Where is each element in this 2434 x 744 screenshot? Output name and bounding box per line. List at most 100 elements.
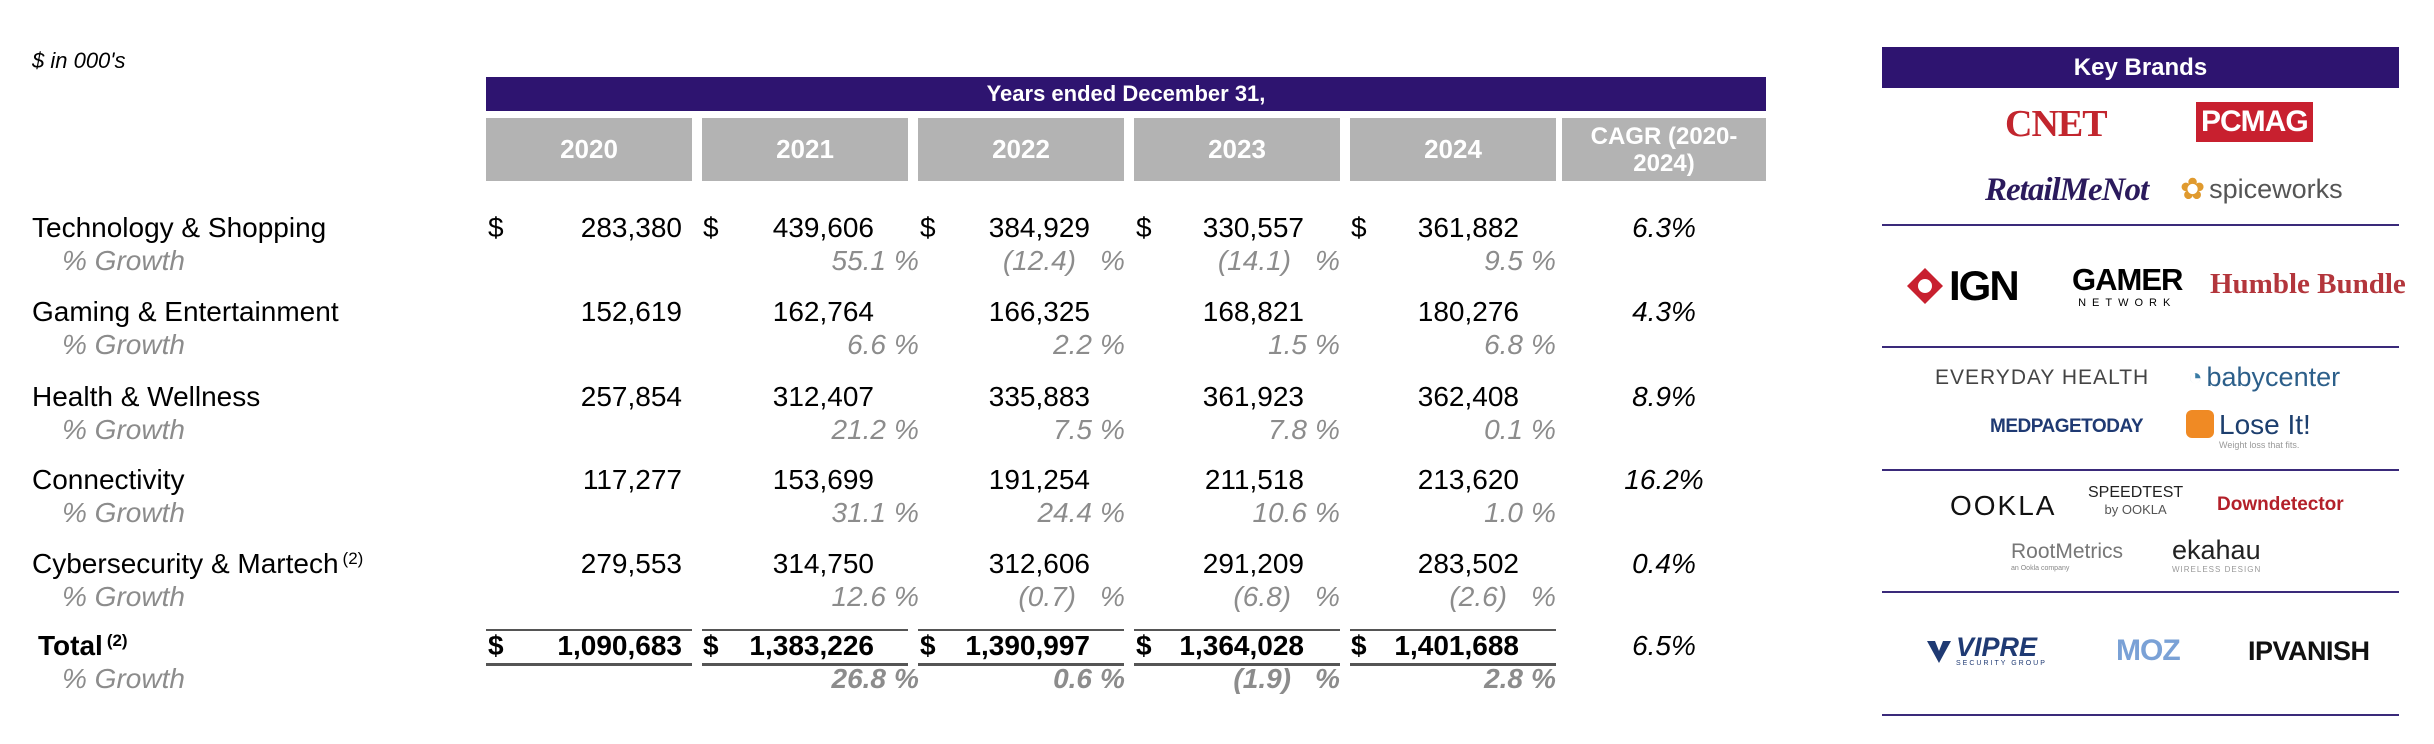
row-label: Total (2) — [38, 630, 128, 662]
loseit-logo: Lose It! Weight loss that fits. — [2186, 410, 2311, 450]
growth-cell: 55.1 — [831, 245, 887, 276]
ekahau-logo: ekahau WIRELESS DESIGN — [2172, 535, 2262, 575]
column-header-2021: 2021 — [702, 118, 908, 181]
value-cell: 361,923 — [1202, 381, 1304, 412]
ign-icon — [1907, 268, 1943, 304]
growth-cell: 7.5 — [1053, 414, 1092, 445]
value-cell: 180,276 — [1417, 296, 1519, 327]
brand-divider — [1882, 591, 2399, 593]
column-header-2022: 2022 — [918, 118, 1124, 181]
value-cell: 283,502 — [1417, 548, 1519, 579]
percent-symbol: % — [1531, 245, 1556, 276]
pcmag-logo: PCMAG — [2196, 102, 2313, 142]
medpagetoday-logo: MEDPAGETODAY — [1990, 416, 2144, 437]
row-label: Health & Wellness — [32, 381, 260, 413]
brand-divider — [1882, 224, 2399, 226]
growth-cell: (2.6) — [1449, 581, 1507, 612]
percent-symbol: % — [1315, 245, 1340, 276]
percent-symbol: % — [1100, 245, 1125, 276]
column-header-cagr: CAGR (2020-2024) — [1562, 118, 1766, 181]
value-cell: 283,380 — [580, 212, 682, 243]
percent-symbol: % — [1315, 581, 1340, 612]
percent-symbol: % — [1100, 329, 1125, 360]
value-cell: 166,325 — [988, 296, 1090, 327]
value-cell: 168,821 — [1202, 296, 1304, 327]
cagr-cell: 16.2% — [1624, 464, 1704, 495]
value-cell: 1,401,688 — [1394, 630, 1519, 661]
currency-symbol: $ — [1136, 630, 1152, 661]
value-cell: 362,408 — [1417, 381, 1519, 412]
growth-cell: 2.2 — [1053, 329, 1092, 360]
ign-logo: IGN — [1905, 262, 2020, 310]
value-cell: 257,854 — [580, 381, 682, 412]
value-cell: 153,699 — [772, 464, 874, 495]
growth-cell: 12.6 — [831, 581, 887, 612]
cagr-cell: 0.4% — [1632, 548, 1696, 579]
vipre-icon — [1927, 641, 1951, 663]
row-label: Technology & Shopping — [32, 212, 326, 244]
years-header: Years ended December 31, — [486, 77, 1766, 111]
value-cell: 117,277 — [582, 464, 682, 495]
babycenter-logo: ◔ babycenter — [2188, 362, 2341, 392]
value-cell: 1,390,997 — [965, 630, 1090, 661]
gamer-network-logo: GAMER NETWORK — [2072, 262, 2183, 310]
growth-cell: 24.4 — [1037, 497, 1093, 528]
value-cell: 211,518 — [1204, 464, 1304, 495]
column-header-2020: 2020 — [486, 118, 692, 181]
value-cell: 312,606 — [988, 548, 1090, 579]
row-label-text: Total — [38, 630, 103, 661]
currency-symbol: $ — [488, 212, 504, 243]
growth-cell: 26.8 — [831, 663, 887, 694]
pcmag-logo-mark: PCMAG — [2196, 102, 2313, 142]
currency-symbol: $ — [920, 212, 936, 243]
row-label-text: Technology & Shopping — [32, 212, 327, 243]
row-label-text: Gaming & Entertainment — [32, 296, 339, 327]
total-bottom-rule — [1134, 663, 1340, 666]
growth-cell: 1.5 — [1268, 329, 1307, 360]
percent-symbol: % — [1531, 581, 1556, 612]
footnote-marker: (2) — [106, 631, 128, 650]
value-cell: 1,090,683 — [557, 630, 682, 661]
currency-symbol: $ — [1136, 212, 1152, 243]
value-cell: 152,619 — [580, 296, 682, 327]
column-header-2024: 2024 — [1350, 118, 1556, 181]
value-cell: 330,557 — [1202, 212, 1304, 243]
percent-symbol: % — [894, 414, 919, 445]
growth-cell: (6.8) — [1233, 581, 1291, 612]
growth-label: % Growth — [62, 245, 185, 276]
growth-cell: 9.5 — [1484, 245, 1523, 276]
percent-symbol: % — [894, 497, 919, 528]
cnet-logo: CNET — [2005, 103, 2108, 145]
value-cell: 213,620 — [1417, 464, 1519, 495]
growth-cell: 6.6 — [847, 329, 886, 360]
growth-cell: 6.8 — [1484, 329, 1523, 360]
footnote-marker: (2) — [342, 549, 364, 568]
row-label-text: Connectivity — [32, 464, 185, 495]
value-cell: 384,929 — [988, 212, 1090, 243]
total-bottom-rule — [1350, 663, 1556, 666]
value-cell: 314,750 — [772, 548, 874, 579]
growth-label: % Growth — [62, 663, 185, 694]
currency-symbol: $ — [703, 630, 719, 661]
cagr-cell: 8.9% — [1632, 381, 1696, 412]
row-label: Gaming & Entertainment — [32, 296, 339, 328]
value-cell: 1,383,226 — [749, 630, 874, 661]
growth-cell: 1.0 — [1484, 497, 1523, 528]
total-bottom-rule — [486, 663, 692, 666]
value-cell: 162,764 — [772, 296, 874, 327]
value-cell: 335,883 — [988, 381, 1090, 412]
loseit-icon — [2186, 410, 2214, 438]
cagr-cell: 6.5% — [1632, 630, 1696, 661]
growth-cell: 7.8 — [1268, 414, 1307, 445]
brand-divider — [1882, 346, 2399, 348]
spiceworks-icon: ✿ — [2180, 173, 2206, 206]
humble-bundle-logo: Humble Bundle — [2210, 268, 2406, 300]
value-cell: 439,606 — [772, 212, 874, 243]
growth-cell: 0.1 — [1484, 414, 1523, 445]
row-label: Connectivity — [32, 464, 185, 496]
total-top-rule — [702, 629, 908, 631]
currency-symbol: $ — [1351, 630, 1367, 661]
currency-symbol: $ — [920, 630, 936, 661]
value-cell: 191,254 — [988, 464, 1090, 495]
ipvanish-logo: IPVANISH — [2248, 636, 2370, 666]
